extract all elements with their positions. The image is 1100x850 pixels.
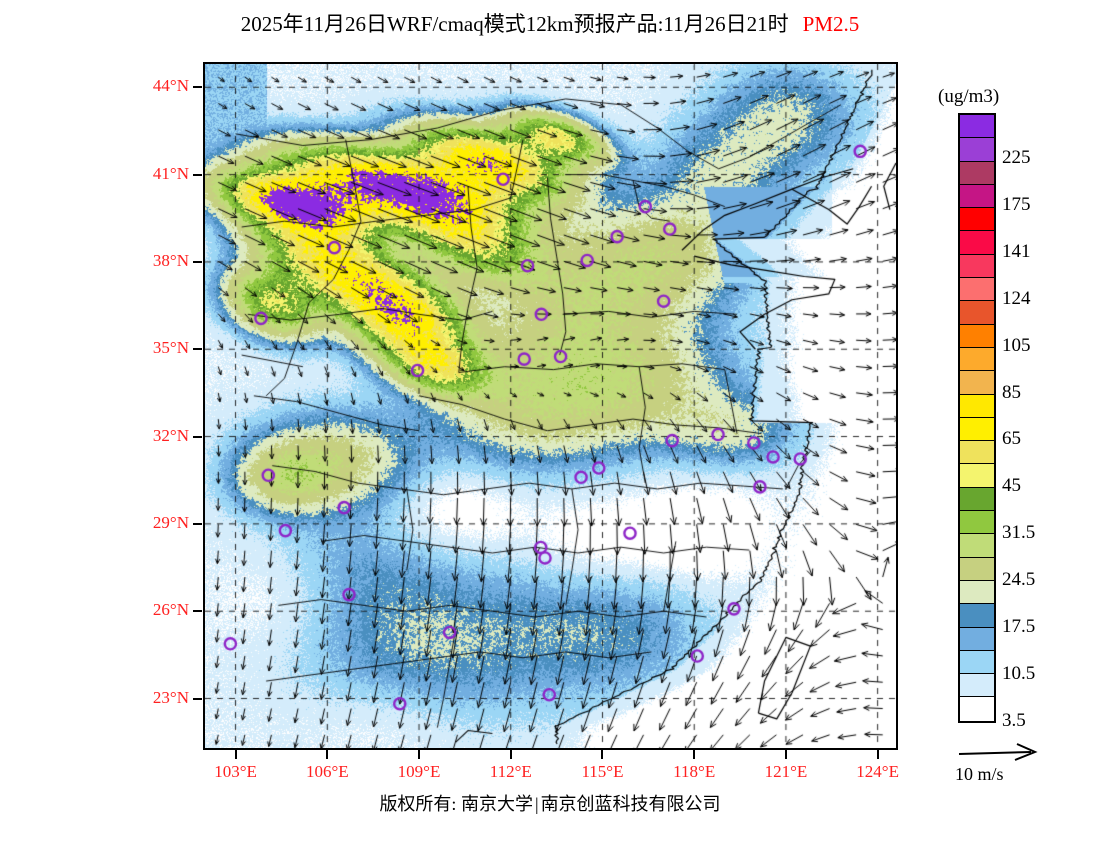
lon-tick-mark [876, 750, 879, 759]
lat-tick-label-32: 32°N [152, 425, 189, 445]
wind-scale-key: 10 m/s [955, 742, 1085, 790]
colorbar-band-22 [960, 627, 994, 651]
colorbar-band-4 [960, 208, 994, 232]
colorbar-band-0 [960, 115, 994, 139]
lat-tick-mark [193, 260, 202, 263]
colorbar-tick-65: 65 [1002, 428, 1021, 450]
title-species-label: PM2.5 [802, 12, 860, 36]
colorbar-tick-17.5: 17.5 [1002, 616, 1036, 638]
lon-tick-label-118: 118°E [673, 762, 716, 781]
colorbar-band-12 [960, 394, 994, 418]
colorbar-band-13 [960, 417, 994, 442]
colorbar-band-6 [960, 254, 994, 279]
colorbar-band-11 [960, 371, 994, 395]
lon-tick-label-109: 109°E [397, 762, 441, 781]
colorbar-band-16 [960, 487, 994, 512]
colorbar-tick-105: 105 [1002, 334, 1031, 356]
lat-tick-mark [193, 86, 202, 89]
lon-tick-mark [234, 750, 237, 759]
footer-separator: | [534, 794, 539, 814]
lon-tick-mark [326, 750, 329, 759]
colorbar-tick-10.5: 10.5 [1002, 663, 1036, 685]
lat-tick-label-29: 29°N [152, 512, 189, 532]
lon-tick-mark [418, 750, 421, 759]
colorbar-tick-45: 45 [1002, 475, 1021, 497]
lon-tick-label-115: 115°E [581, 762, 624, 781]
lon-tick-mark [509, 750, 512, 759]
map-plot-area[interactable] [203, 62, 898, 750]
colorbar-band-5 [960, 231, 994, 255]
colorbar-band-10 [960, 347, 994, 372]
colorbar-tick-85: 85 [1002, 381, 1021, 403]
colorbar-tick-141: 141 [1002, 240, 1031, 262]
lat-tick-mark [193, 173, 202, 176]
lat-tick-label-41: 41°N [152, 163, 189, 183]
lat-tick-label-26: 26°N [152, 600, 189, 620]
lat-tick-mark [193, 697, 202, 700]
colorbar[interactable] [958, 113, 996, 723]
colorbar-band-1 [960, 138, 994, 162]
colorbar-band-8 [960, 301, 994, 325]
colorbar-tick-124: 124 [1002, 287, 1031, 309]
colorbar-band-14 [960, 441, 994, 465]
footer-company-text: 南京创蓝科技有限公司 [540, 794, 721, 814]
lat-tick-label-35: 35°N [152, 338, 189, 358]
colorbar-band-19 [960, 557, 994, 581]
colorbar-band-23 [960, 650, 994, 675]
colorbar-tick-31.5: 31.5 [1002, 522, 1036, 544]
page-title: 2025年11月26日WRF/cmaq模式12km预报产品:11月26日21时 P… [0, 8, 1100, 38]
lat-tick-mark [193, 522, 202, 525]
footer-copyright: 版权所有: 南京大学 | 南京创蓝科技有限公司 [0, 790, 1100, 816]
wind-arrow-icon [958, 743, 1038, 761]
colorbar-band-9 [960, 324, 994, 348]
lat-tick-mark [193, 610, 202, 613]
colorbar-band-21 [960, 604, 994, 628]
lon-tick-label-112: 112°E [489, 762, 532, 781]
footer-copyright-text: 版权所有: 南京大学 [379, 794, 533, 814]
wind-scale-label: 10 m/s [955, 764, 1004, 784]
lat-tick-label-44: 44°N [152, 76, 189, 96]
colorbar-band-25 [960, 697, 994, 721]
lat-tick-label-23: 23°N [152, 687, 189, 707]
colorbar-unit-label: (ug/m3) [938, 86, 1000, 107]
colorbar-band-15 [960, 464, 994, 488]
colorbar-band-18 [960, 534, 994, 558]
colorbar-band-20 [960, 580, 994, 605]
colorbar-tick-225: 225 [1002, 146, 1031, 168]
lon-tick-mark [693, 750, 696, 759]
colorbar-band-7 [960, 278, 994, 302]
pm25-contour-canvas [205, 64, 896, 748]
colorbar-tick-24.5: 24.5 [1002, 569, 1036, 591]
lon-tick-label-121: 121°E [764, 762, 808, 781]
lon-tick-label-106: 106°E [305, 762, 349, 781]
lon-tick-mark [784, 750, 787, 759]
lat-tick-mark [193, 348, 202, 351]
colorbar-band-24 [960, 674, 994, 698]
lon-tick-mark [601, 750, 604, 759]
colorbar-tick-175: 175 [1002, 193, 1031, 215]
lon-tick-label-103: 103°E [214, 762, 257, 781]
colorbar-tick-3.5: 3.5 [1002, 710, 1026, 731]
colorbar-band-17 [960, 511, 994, 535]
colorbar-band-2 [960, 161, 994, 185]
lat-tick-mark [193, 435, 202, 438]
lat-tick-label-38: 38°N [152, 250, 189, 270]
lon-tick-label-124: 124°E [856, 762, 899, 781]
title-main-text: 2025年11月26日WRF/cmaq模式12km预报产品:11月26日21时 [240, 12, 789, 36]
colorbar-band-3 [960, 184, 994, 209]
